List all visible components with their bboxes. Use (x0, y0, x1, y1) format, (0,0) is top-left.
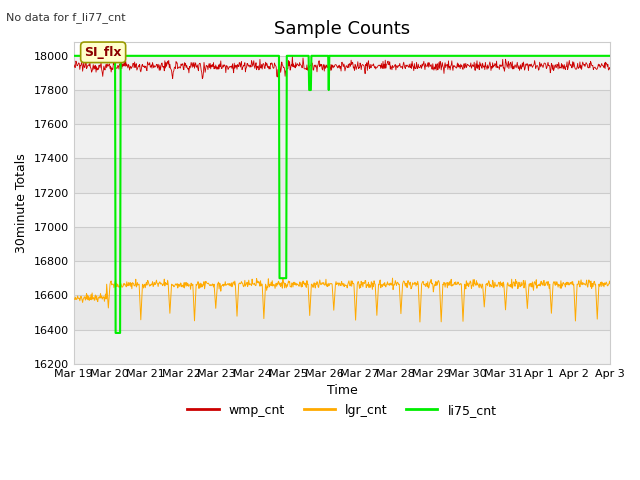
Bar (74, 124, 610, 158)
Text: No data for f_li77_cnt: No data for f_li77_cnt (6, 12, 126, 23)
Bar (74, 329, 610, 364)
Bar (74, 56, 610, 90)
Y-axis label: 30minute Totals: 30minute Totals (15, 153, 28, 253)
Title: Sample Counts: Sample Counts (274, 20, 410, 38)
Bar (74, 261, 610, 295)
X-axis label: Time: Time (326, 384, 357, 397)
Bar (74, 90, 610, 124)
Bar (74, 295, 610, 329)
Bar (74, 158, 610, 192)
Text: SI_flx: SI_flx (84, 46, 122, 59)
Legend: wmp_cnt, lgr_cnt, li75_cnt: wmp_cnt, lgr_cnt, li75_cnt (182, 399, 502, 422)
Bar (74, 192, 610, 227)
Bar (74, 227, 610, 261)
